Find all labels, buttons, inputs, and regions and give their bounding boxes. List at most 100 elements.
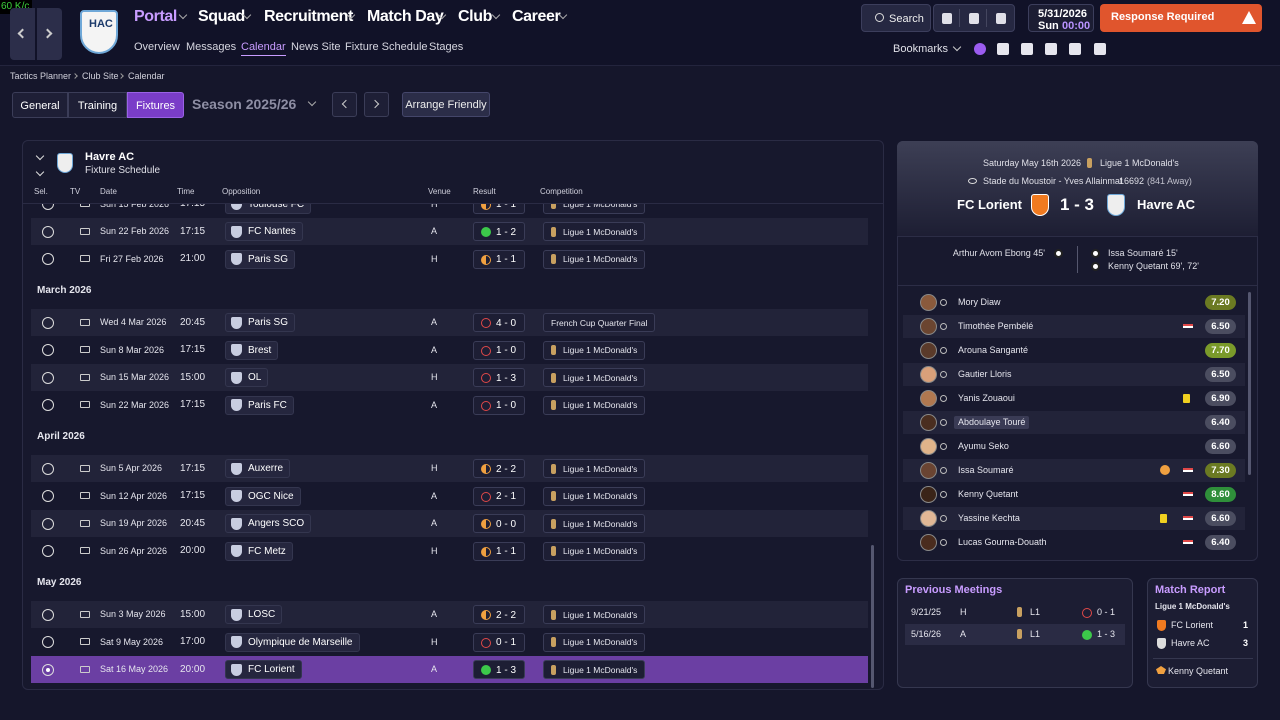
opponent-chip[interactable]: Paris FC	[225, 395, 294, 415]
bookmark-icon[interactable]	[1021, 43, 1033, 55]
toolbar-icon[interactable]	[996, 13, 1006, 24]
select-radio[interactable]	[42, 204, 54, 210]
bookmark-icon[interactable]	[1094, 43, 1106, 55]
player-row[interactable]: Gautier Lloris 6.50	[903, 363, 1245, 386]
meeting-row[interactable]: 9/21/25 H L1 0 - 1	[905, 602, 1125, 623]
opponent-name: Olympique de Marseille	[248, 636, 353, 648]
fixture-result: 4 - 0	[496, 317, 517, 329]
menu-item[interactable]: Portal	[134, 8, 177, 25]
fixture-row[interactable]: Sun 26 Apr 2026 20:00 FC Metz H 1 - 1 Ligue 1…	[31, 538, 868, 565]
select-radio[interactable]	[42, 663, 54, 676]
response-button[interactable]: Response Required	[1100, 4, 1262, 32]
player-row[interactable]: Kenny Quetant 8.60	[903, 483, 1245, 506]
opponent-chip[interactable]: Olympique de Marseille	[225, 632, 360, 652]
opponent-chip[interactable]: OGC Nice	[225, 486, 301, 506]
report-title[interactable]: Match Report	[1155, 584, 1226, 596]
submenu-item[interactable]: News Site	[291, 41, 341, 53]
prev-season[interactable]	[332, 92, 357, 117]
select-radio[interactable]	[42, 462, 54, 475]
menu-item[interactable]: Recruitment	[264, 8, 353, 25]
breadcrumb-item[interactable]: Club Site	[82, 71, 119, 81]
fixture-date: Sun 3 May 2026	[100, 609, 166, 619]
select-radio[interactable]	[42, 344, 54, 356]
opponent-chip[interactable]: Auxerre	[225, 459, 291, 478]
submenu-item[interactable]: Calendar	[241, 42, 286, 56]
select-radio[interactable]	[42, 225, 54, 238]
back-button[interactable]	[10, 8, 35, 60]
fixture-row[interactable]: Sun 22 Mar 2026 17:15 Paris FC A 1 - 0 Ligue …	[31, 392, 868, 419]
fixture-row[interactable]: Sat 9 May 2026 17:00 Olympique de Marseill…	[31, 629, 868, 656]
panel-subtitle: Fixture Schedule	[85, 165, 161, 176]
opponent-chip[interactable]: FC Lorient	[225, 660, 302, 679]
arrange-friendly[interactable]: Arrange Friendly	[402, 92, 490, 117]
select-radio[interactable]	[42, 399, 54, 411]
fixture-row[interactable]: Sun 15 Mar 2026 15:00 OL H 1 - 3 Ligue 1 McDo…	[31, 364, 868, 391]
select-radio[interactable]	[42, 490, 54, 502]
next-season[interactable]	[364, 92, 389, 117]
fixture-row[interactable]: Sun 5 Apr 2026 17:15 Auxerre H 2 - 2 Ligue 1 …	[31, 455, 868, 482]
submenu-item[interactable]: Messages	[186, 41, 237, 53]
player-rating: 6.50	[1211, 369, 1230, 380]
menu-item[interactable]: Club	[458, 8, 492, 25]
opponent-chip[interactable]: FC Metz	[225, 541, 293, 561]
player-row[interactable]: Issa Soumaré 7.30	[903, 459, 1245, 482]
season-selector[interactable]: Season 2025/26	[192, 96, 297, 112]
tab[interactable]: General	[12, 92, 68, 118]
search-button[interactable]: Search	[861, 4, 931, 32]
fixture-row[interactable]: Sun 19 Apr 2026 20:45 Angers SCO A 0 - 0 Ligu…	[31, 510, 868, 537]
player-rating: 6.90	[1211, 393, 1230, 404]
submenu-item[interactable]: Stages	[429, 41, 464, 53]
fixture-row[interactable]: Wed 4 Mar 2026 20:45 Paris SG A 4 - 0 French …	[31, 309, 868, 336]
player-row[interactable]: Yanis Zouaoui 6.90	[903, 387, 1245, 410]
fixture-row[interactable]: Sun 3 May 2026 15:00 LOSC A 2 - 2 Ligue 1 McD…	[31, 601, 868, 628]
competition-chip: Ligue 1 McDonald's	[543, 632, 646, 652]
fixture-row[interactable]: Sun 8 Mar 2026 17:15 Brest A 1 - 0 Ligue 1 Mc…	[31, 337, 868, 364]
player-row[interactable]: Lucas Gourna-Douath 6.40	[903, 531, 1245, 554]
tab[interactable]: Training	[68, 92, 127, 118]
fixture-row[interactable]: Fri 27 Feb 2026 21:00 Paris SG H 1 - 1 Ligue …	[31, 246, 868, 273]
icon-buttons	[933, 4, 1015, 32]
submenu-item[interactable]: Fixture Schedule	[345, 41, 428, 53]
select-radio[interactable]	[42, 545, 54, 557]
opponent-chip[interactable]: Brest	[225, 340, 279, 360]
breadcrumb-item[interactable]: Tactics Planner	[10, 71, 72, 81]
bookmark-icon[interactable]	[997, 43, 1009, 55]
menu-item[interactable]: Match Day	[367, 8, 444, 25]
bookmark-icon[interactable]	[1045, 43, 1057, 55]
bookmarks[interactable]: Bookmarks	[893, 43, 949, 55]
meeting-row[interactable]: 5/16/26 A L1 1 - 3	[905, 624, 1125, 645]
fixture-row[interactable]: Sun 15 Feb 2026 17:15 Toulouse FC H 1 - 1 Lig…	[31, 204, 868, 218]
select-radio[interactable]	[42, 517, 54, 530]
submenu-item[interactable]: Overview	[134, 41, 180, 53]
select-radio[interactable]	[42, 316, 54, 329]
opponent-chip[interactable]: FC Nantes	[225, 222, 303, 241]
forward-button[interactable]	[37, 8, 62, 60]
select-radio[interactable]	[42, 253, 54, 265]
player-row[interactable]: Abdoulaye Touré 6.40	[903, 411, 1245, 434]
opponent-chip[interactable]: Paris SG	[225, 313, 296, 332]
player-row[interactable]: Ayumu Seko 6.60	[903, 435, 1245, 458]
player-row[interactable]: Yassine Kechta 6.60	[903, 507, 1245, 530]
select-radio[interactable]	[42, 608, 54, 621]
toolbar-icon[interactable]	[969, 13, 979, 24]
select-radio[interactable]	[42, 371, 54, 384]
tab[interactable]: Fixtures	[127, 92, 184, 118]
player-row[interactable]: Mory Diaw 7.20	[903, 291, 1245, 314]
fixture-row[interactable]: Sat 16 May 2026 20:00 FC Lorient A 1 - 3 Ligu…	[31, 656, 868, 683]
opponent-chip[interactable]: Toulouse FC	[225, 204, 312, 214]
bookmark-icon[interactable]	[1069, 43, 1081, 55]
player-row[interactable]: Timothée Pembélé 6.50	[903, 315, 1245, 338]
player-row[interactable]: Arouna Sanganté 7.70	[903, 339, 1245, 362]
menu-item[interactable]: Career	[512, 8, 561, 25]
opponent-chip[interactable]: LOSC	[225, 605, 283, 624]
fixture-row[interactable]: Sun 12 Apr 2026 17:15 OGC Nice A 2 - 1 Ligue …	[31, 483, 868, 510]
bookmark-icon[interactable]	[974, 43, 986, 55]
menu-item[interactable]: Squad	[198, 8, 245, 25]
fixture-row[interactable]: Sun 22 Feb 2026 17:15 FC Nantes A 1 - 2 Ligue…	[31, 218, 868, 245]
opponent-chip[interactable]: Paris SG	[225, 249, 296, 269]
opponent-chip[interactable]: OL	[225, 368, 269, 387]
toolbar-icon[interactable]	[942, 13, 952, 24]
select-radio[interactable]	[42, 636, 54, 648]
date-box[interactable]: 5/31/2026 Sun 00:00	[1028, 4, 1094, 32]
opponent-chip[interactable]: Angers SCO	[225, 514, 312, 533]
